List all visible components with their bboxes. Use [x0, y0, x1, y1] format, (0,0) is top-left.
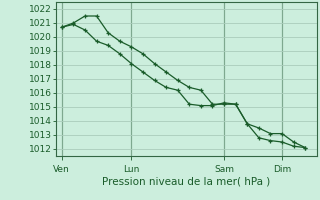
X-axis label: Pression niveau de la mer( hPa ): Pression niveau de la mer( hPa ) — [102, 177, 270, 187]
